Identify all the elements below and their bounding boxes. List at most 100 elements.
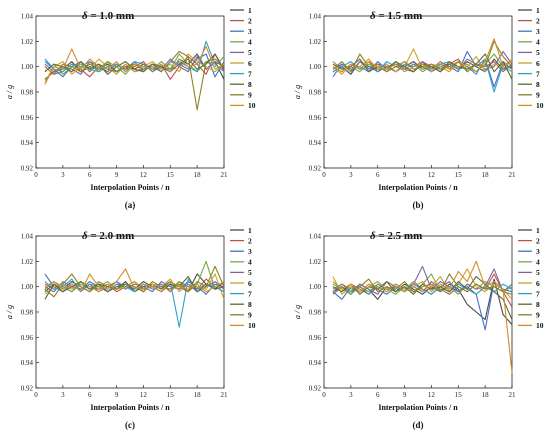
legend-label: 6 bbox=[536, 59, 540, 68]
x-axis-label: Interpolation Points / n bbox=[378, 183, 458, 192]
x-tick-label: 15 bbox=[455, 171, 463, 179]
legend-label: 2 bbox=[248, 16, 252, 25]
series-line bbox=[44, 265, 225, 298]
legend-label: 9 bbox=[536, 91, 540, 100]
x-tick-label: 3 bbox=[349, 391, 353, 399]
series-line bbox=[332, 273, 513, 308]
y-tick-label: 0.92 bbox=[309, 165, 322, 173]
panel-label: (d) bbox=[413, 420, 424, 430]
series-line bbox=[332, 275, 513, 320]
x-tick-label: 15 bbox=[167, 171, 175, 179]
legend-label: 1 bbox=[536, 6, 540, 15]
x-tick-label: 0 bbox=[34, 391, 38, 399]
legend-label: 8 bbox=[248, 80, 252, 89]
series-line bbox=[44, 40, 225, 73]
y-tick-label: 1.02 bbox=[309, 258, 322, 266]
legend-label: 3 bbox=[248, 247, 252, 256]
x-tick-label: 18 bbox=[194, 171, 202, 179]
legend-label: 5 bbox=[248, 48, 252, 57]
legend-label: 8 bbox=[536, 80, 540, 89]
legend-label: 3 bbox=[248, 27, 252, 36]
legend-label: 10 bbox=[248, 101, 256, 110]
x-tick-label: 12 bbox=[428, 171, 436, 179]
x-tick-label: 12 bbox=[140, 391, 148, 399]
x-tick-label: 12 bbox=[428, 391, 436, 399]
legend-label: 2 bbox=[248, 236, 252, 245]
y-tick-label: 1.02 bbox=[21, 258, 34, 266]
y-tick-label: 0.98 bbox=[21, 89, 34, 97]
legend-label: 10 bbox=[248, 321, 256, 330]
y-tick-label: 0.96 bbox=[309, 334, 322, 342]
y-tick-label: 1.00 bbox=[21, 63, 34, 71]
y-tick-label: 0.98 bbox=[21, 309, 34, 317]
legend-label: 4 bbox=[248, 258, 252, 267]
legend-label: 5 bbox=[248, 268, 252, 277]
x-tick-label: 9 bbox=[115, 391, 119, 399]
panel-label: (a) bbox=[125, 200, 136, 210]
y-tick-label: 1.04 bbox=[309, 233, 322, 241]
legend-label: 6 bbox=[248, 59, 252, 68]
x-tick-label: 9 bbox=[403, 391, 407, 399]
x-tick-label: 6 bbox=[88, 171, 92, 179]
y-axis-label: a / g bbox=[5, 85, 14, 99]
legend-label: 2 bbox=[536, 16, 540, 25]
chart-panel: δ = 1.5 mm0.920.940.960.981.001.021.040 3… bbox=[293, 6, 544, 210]
y-tick-label: 0.98 bbox=[309, 89, 322, 97]
series-line bbox=[332, 273, 513, 295]
panel-label: (b) bbox=[413, 200, 424, 210]
y-axis-label: a / g bbox=[293, 85, 302, 99]
x-tick-label: 6 bbox=[88, 391, 92, 399]
y-tick-label: 1.04 bbox=[21, 233, 34, 241]
x-tick-label: 3 bbox=[61, 391, 65, 399]
series-line bbox=[44, 278, 225, 293]
legend-label: 1 bbox=[248, 6, 252, 15]
series-line bbox=[44, 50, 225, 111]
x-tick-label: 18 bbox=[482, 171, 490, 179]
x-tick-label: 15 bbox=[167, 391, 175, 399]
legend-label: 9 bbox=[536, 311, 540, 320]
x-tick-label: 9 bbox=[403, 171, 407, 179]
legend-label: 10 bbox=[536, 321, 544, 330]
plot-frame bbox=[35, 235, 225, 389]
x-tick-label: 3 bbox=[61, 171, 65, 179]
plot-frame bbox=[323, 235, 513, 389]
series-line bbox=[332, 265, 513, 295]
y-tick-label: 1.04 bbox=[309, 13, 322, 21]
panel-label: (c) bbox=[125, 420, 135, 430]
x-tick-label: 3 bbox=[349, 171, 353, 179]
x-tick-label: 6 bbox=[376, 391, 380, 399]
chart-panel: δ = 2.5 mm0.920.940.960.981.001.021.040 3… bbox=[293, 226, 544, 430]
x-tick-label: 21 bbox=[221, 391, 229, 399]
legend-label: 6 bbox=[536, 279, 540, 288]
legend-label: 5 bbox=[536, 48, 540, 57]
x-tick-label: 18 bbox=[482, 391, 490, 399]
x-tick-label: 18 bbox=[194, 391, 202, 399]
y-tick-label: 1.00 bbox=[309, 283, 322, 291]
y-axis-label: a / g bbox=[5, 305, 14, 319]
x-tick-label: 21 bbox=[221, 171, 229, 179]
y-tick-label: 0.92 bbox=[21, 385, 34, 393]
legend-label: 3 bbox=[536, 27, 540, 36]
x-tick-label: 0 bbox=[322, 391, 326, 399]
x-tick-label: 15 bbox=[455, 391, 463, 399]
y-tick-label: 0.92 bbox=[309, 385, 322, 393]
x-tick-label: 0 bbox=[34, 171, 38, 179]
series-line bbox=[44, 53, 225, 83]
y-tick-label: 0.94 bbox=[21, 359, 34, 367]
y-tick-label: 1.04 bbox=[21, 13, 34, 21]
y-tick-label: 0.94 bbox=[21, 139, 34, 147]
y-tick-label: 1.00 bbox=[21, 283, 34, 291]
legend-label: 5 bbox=[536, 268, 540, 277]
x-tick-label: 9 bbox=[115, 171, 119, 179]
legend-label: 7 bbox=[248, 289, 252, 298]
y-tick-label: 1.00 bbox=[309, 63, 322, 71]
y-tick-label: 1.02 bbox=[21, 38, 34, 46]
chart-panel: δ = 2.0 mm0.920.940.960.981.001.021.040 3… bbox=[5, 226, 256, 430]
y-tick-label: 0.94 bbox=[309, 359, 322, 367]
legend-label: 1 bbox=[536, 226, 540, 235]
legend-label: 8 bbox=[248, 300, 252, 309]
series-line bbox=[44, 268, 225, 293]
y-tick-label: 0.96 bbox=[309, 114, 322, 122]
legend-label: 7 bbox=[536, 69, 540, 78]
